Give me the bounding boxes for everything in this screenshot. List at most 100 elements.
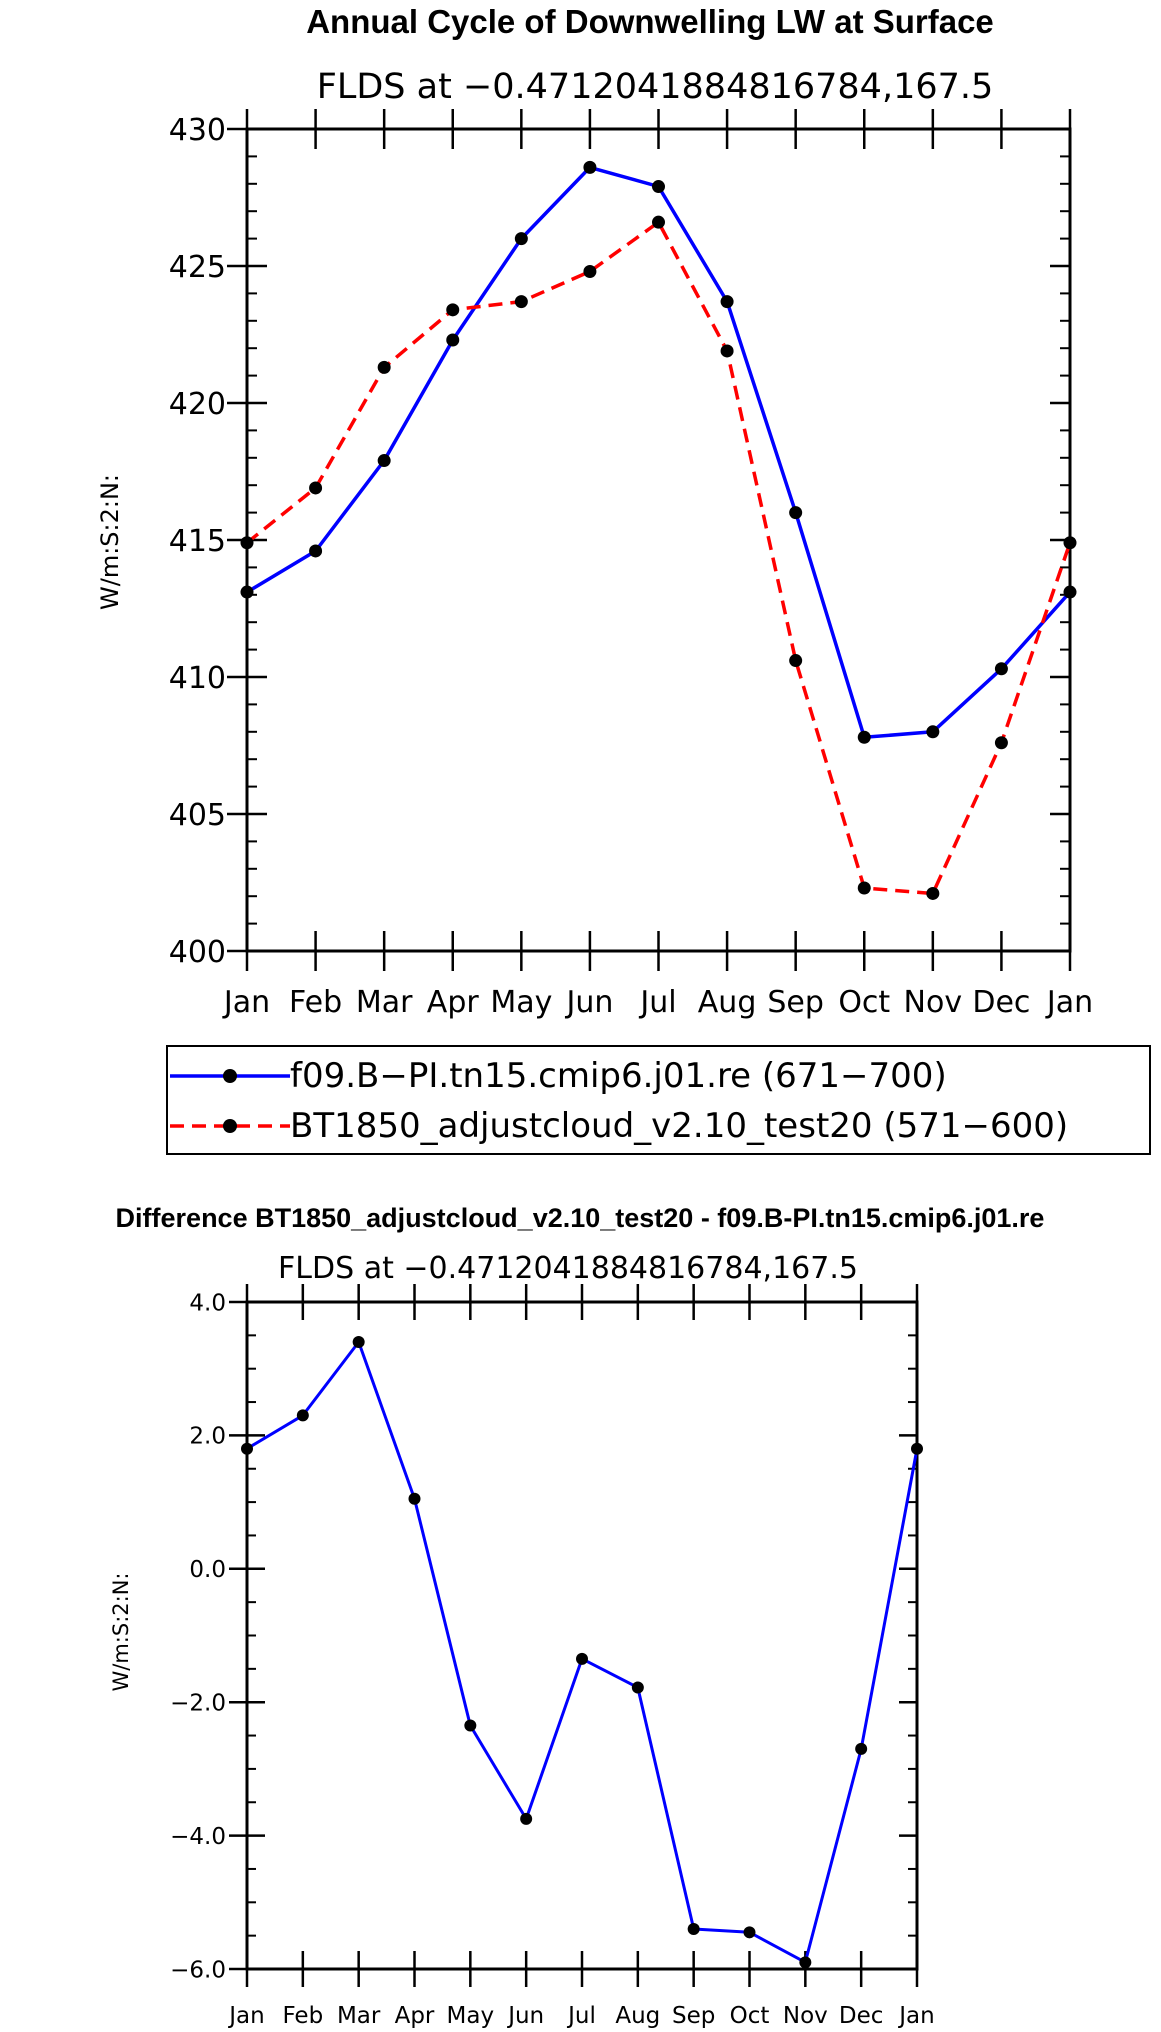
data-point <box>240 536 254 550</box>
data-point <box>687 1922 700 1935</box>
data-point <box>446 333 460 347</box>
data-point <box>926 886 940 900</box>
bottom-chart-frame <box>245 1300 919 1971</box>
data-point <box>911 1442 923 1455</box>
y-tick-label: −4.0 <box>170 1824 226 1850</box>
data-point <box>464 1719 477 1732</box>
x-tick-label: Jun <box>506 2003 544 2029</box>
x-tick-label: May <box>490 985 552 1020</box>
data-point <box>520 1812 533 1825</box>
y-tick-label: −2.0 <box>170 1690 226 1716</box>
x-tick-label: Aug <box>698 985 757 1020</box>
legend-label-series-2: BT1850_adjustcloud_v2.10_test20 (571−600… <box>290 1106 1068 1146</box>
data-point <box>926 725 940 739</box>
x-tick-label: Dec <box>839 2003 884 2029</box>
bottom-chart-y-axis-label: W/m:S:2:N: <box>109 1573 133 1692</box>
x-tick-label: Jan <box>222 985 270 1020</box>
y-tick-label: 415 <box>169 524 226 559</box>
data-point <box>1063 536 1077 550</box>
data-point <box>720 344 734 358</box>
x-tick-label: Nov <box>904 985 963 1020</box>
y-tick-label: 4.0 <box>189 1290 226 1316</box>
x-tick-label: Jan <box>1045 985 1093 1020</box>
x-tick-label: Dec <box>972 985 1030 1020</box>
data-point <box>720 295 734 309</box>
series-line-1 <box>246 1340 919 1964</box>
x-tick-label: Apr <box>395 2003 435 2029</box>
x-tick-label: Jul <box>638 985 676 1020</box>
data-point <box>652 180 665 194</box>
y-tick-label: 2.0 <box>189 1424 226 1450</box>
x-tick-label: Feb <box>289 985 342 1020</box>
x-tick-label: May <box>447 2003 495 2029</box>
y-tick-label: 410 <box>169 661 226 696</box>
x-tick-label: Sep <box>767 985 824 1020</box>
data-point <box>309 481 323 495</box>
top-chart-y-axis-label: W/m:S:2:N: <box>96 474 124 610</box>
x-tick-label: Jun <box>564 985 613 1020</box>
data-point <box>789 506 803 520</box>
bottom-chart: Difference BT1850_adjustcloud_v2.10_test… <box>109 1203 1044 2029</box>
x-tick-label: Jan <box>227 2003 264 2029</box>
data-point <box>789 654 803 668</box>
legend-marker-series-2 <box>223 1119 237 1133</box>
data-point <box>446 303 460 317</box>
data-point <box>296 1409 309 1422</box>
y-tick-label: 405 <box>169 798 226 833</box>
data-point <box>631 1681 644 1694</box>
y-tick-label: 400 <box>169 935 226 970</box>
x-tick-label: Aug <box>615 2003 660 2029</box>
top-chart: Annual Cycle of Downwelling LW at Surfac… <box>96 3 1151 1155</box>
data-point <box>857 730 871 744</box>
y-tick-label: −6.0 <box>170 1957 226 1983</box>
data-point <box>855 1742 868 1755</box>
top-chart-frame <box>245 127 1072 953</box>
data-point <box>652 215 665 229</box>
data-point <box>377 454 391 468</box>
data-point <box>1063 585 1077 599</box>
bottom-chart-plot-area: −6.0 −4.0 −2.0 0.0 2.0 4.0 Jan Feb Mar Apr May Jun J… <box>170 1284 935 2029</box>
bottom-chart-subtitle: FLDS at −0.4712041884816784,167.5 <box>278 1251 858 1286</box>
data-point <box>743 1926 756 1939</box>
data-point <box>576 1652 588 1665</box>
data-point <box>240 585 254 599</box>
top-chart-plot-area: 400 405 410 415 420 425 430 Jan Feb Mar Apr May Jun J… <box>169 109 1093 1020</box>
x-tick-label: Oct <box>838 985 890 1020</box>
data-point <box>583 264 597 278</box>
data-point <box>309 544 323 558</box>
x-tick-label: Mar <box>337 2003 381 2029</box>
data-point <box>857 881 871 895</box>
series-line-2 <box>245 220 1072 896</box>
data-point <box>799 1956 812 1969</box>
x-tick-label: Oct <box>730 2003 770 2029</box>
legend-box <box>166 1045 1151 1155</box>
data-point <box>994 662 1008 676</box>
data-point <box>514 295 528 309</box>
top-chart-title: Annual Cycle of Downwelling LW at Surfac… <box>306 3 994 40</box>
y-tick-label: 430 <box>169 113 226 148</box>
top-chart-legend: f09.B−PI.tn15.cmip6.j01.re (671−700) BT1… <box>166 1045 1151 1155</box>
x-tick-label: Feb <box>282 2003 323 2029</box>
x-tick-label: Jul <box>566 2003 596 2029</box>
y-tick-label: 420 <box>169 387 226 422</box>
data-point <box>994 736 1008 750</box>
x-tick-label: Nov <box>783 2003 828 2029</box>
data-point <box>352 1336 365 1349</box>
data-point <box>408 1492 421 1505</box>
y-tick-label: 0.0 <box>189 1557 226 1583</box>
legend-marker-series-1 <box>223 1069 237 1083</box>
top-chart-subtitle: FLDS at −0.4712041884816784,167.5 <box>317 67 994 107</box>
legend-label-series-1: f09.B−PI.tn15.cmip6.j01.re (671−700) <box>290 1056 947 1096</box>
x-tick-label: Apr <box>427 985 480 1020</box>
x-tick-label: Sep <box>672 2003 715 2029</box>
x-tick-label: Jan <box>897 2003 934 2029</box>
data-point <box>377 360 391 374</box>
bottom-chart-title: Difference BT1850_adjustcloud_v2.10_test… <box>116 1203 1045 1233</box>
data-point <box>583 160 597 174</box>
data-point <box>514 232 528 246</box>
data-point <box>241 1442 253 1455</box>
x-tick-label: Mar <box>356 985 413 1020</box>
y-tick-label: 425 <box>169 250 226 285</box>
series-line-1 <box>246 165 1072 740</box>
